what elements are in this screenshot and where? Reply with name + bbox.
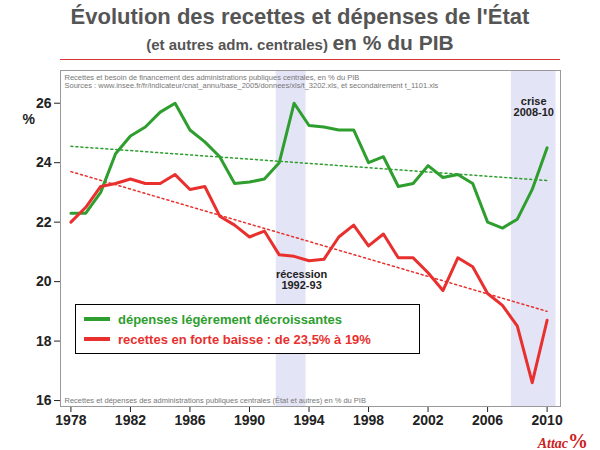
svg-text:20: 20 (36, 273, 52, 289)
svg-text:1978: 1978 (55, 412, 86, 428)
svg-text:1998: 1998 (353, 412, 384, 428)
svg-text:1982: 1982 (115, 412, 146, 428)
svg-text:2010: 2010 (532, 412, 563, 428)
svg-text:22: 22 (36, 214, 52, 230)
svg-text:Recettes et dépenses des admin: Recettes et dépenses des administrations… (65, 396, 366, 405)
svg-text:16: 16 (36, 392, 52, 408)
svg-text:crise2008-10: crise2008-10 (514, 95, 554, 118)
svg-text:Recettes et besoin de financem: Recettes et besoin de financement des ad… (65, 73, 439, 91)
svg-text:2002: 2002 (412, 412, 443, 428)
html-text:recettes en forte baisse : de: recettes en forte baisse : de 23,5% à 19… (118, 331, 371, 347)
html-text:Attac: Attac (537, 436, 568, 450)
svg-text:1994: 1994 (293, 412, 324, 428)
html-text:dépenses légèrement décroissan: dépenses légèrement décroissantes (118, 311, 342, 327)
html-text:(et autres adm. centrales) en: (et autres adm. centrales) en % du PIB (146, 31, 454, 54)
svg-text:2006: 2006 (472, 412, 503, 428)
svg-text:26: 26 (36, 95, 52, 111)
svg-text:récession1992-93: récession1992-93 (276, 268, 328, 291)
svg-text:%: % (23, 111, 36, 127)
svg-text:1986: 1986 (174, 412, 205, 428)
html-text:Évolution des recettes et dépe: Évolution des recettes et dépenses de l'… (70, 4, 530, 29)
svg-text:18: 18 (36, 333, 52, 349)
svg-text:1990: 1990 (234, 412, 265, 428)
svg-text:24: 24 (36, 154, 52, 170)
